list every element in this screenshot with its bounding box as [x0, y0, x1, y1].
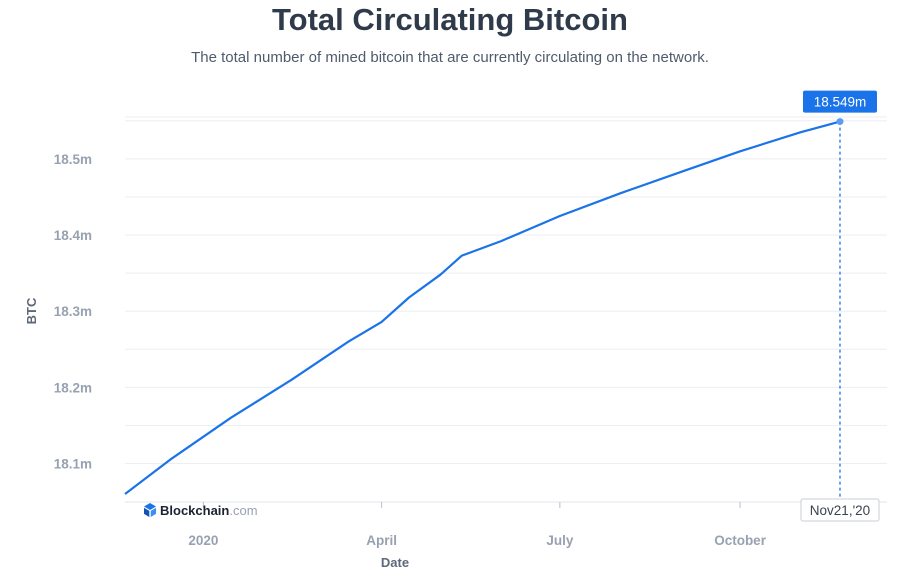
chart-title: Total Circulating Bitcoin	[272, 2, 628, 37]
date-tooltip: Nov21,'20	[800, 498, 880, 522]
y-tick-label: 18.2m	[54, 380, 92, 395]
series-line[interactable]	[124, 120, 841, 495]
date-tooltip-text: Nov21,'20	[810, 503, 870, 518]
x-axis-label: Date	[381, 555, 409, 570]
x-tick-label: October	[714, 533, 767, 548]
x-tick-label: July	[546, 533, 574, 548]
x-axis-ticks: 2020 April July October	[188, 502, 767, 548]
value-tooltip: 18.549m	[802, 90, 877, 113]
value-tooltip-text: 18.549m	[814, 95, 867, 110]
blockchain-logo-icon	[144, 503, 156, 517]
y-tick-label: 18.3m	[54, 304, 92, 319]
brand-watermark: Blockchain.com	[144, 503, 258, 518]
y-axis-label: BTC	[24, 297, 39, 324]
svg-text:Blockchain.com: Blockchain.com	[160, 503, 258, 518]
x-tick-label: April	[366, 533, 397, 548]
y-tick-label: 18.5m	[54, 152, 92, 167]
hover-point[interactable]	[836, 118, 844, 126]
x-tick-label: 2020	[188, 533, 218, 548]
grid-lines	[125, 116, 887, 503]
y-tick-label: 18.1m	[54, 457, 92, 472]
brand-name: Blockchain	[160, 503, 229, 518]
chart-subtitle: The total number of mined bitcoin that a…	[191, 49, 709, 66]
y-axis-ticks: 18.1m 18.2m 18.3m 18.4m 18.5m	[54, 152, 92, 472]
brand-domain: .com	[229, 503, 257, 518]
y-tick-label: 18.4m	[54, 228, 92, 243]
